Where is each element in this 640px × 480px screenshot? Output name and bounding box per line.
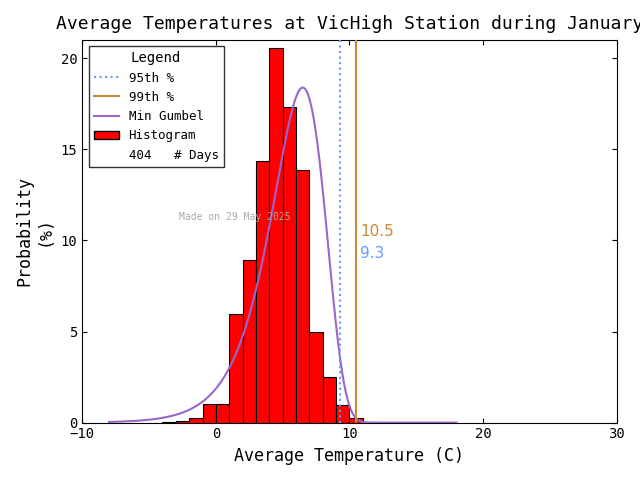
- Text: 10.5: 10.5: [360, 224, 394, 239]
- Text: 9.3: 9.3: [360, 246, 385, 261]
- Title: Average Temperatures at VicHigh Station during January: Average Temperatures at VicHigh Station …: [56, 15, 640, 33]
- Bar: [163, 421, 176, 422]
- Bar: [256, 161, 269, 422]
- Y-axis label: Probability
(%): Probability (%): [15, 176, 54, 287]
- Bar: [296, 170, 309, 422]
- Bar: [243, 260, 256, 422]
- X-axis label: Average Temperature (C): Average Temperature (C): [234, 447, 465, 465]
- Bar: [309, 333, 323, 422]
- Legend: 95th %, 99th %, Min Gumbel, Histogram, 404   # Days: 95th %, 99th %, Min Gumbel, Histogram, 4…: [88, 47, 223, 167]
- Bar: [176, 421, 189, 422]
- Bar: [216, 404, 229, 422]
- Bar: [283, 107, 296, 422]
- Bar: [349, 418, 363, 422]
- Bar: [269, 48, 283, 422]
- Bar: [203, 404, 216, 422]
- Bar: [229, 314, 243, 422]
- Text: Made on 29 May 2025: Made on 29 May 2025: [179, 212, 290, 222]
- Bar: [336, 405, 349, 422]
- Bar: [189, 418, 203, 422]
- Bar: [323, 377, 336, 422]
